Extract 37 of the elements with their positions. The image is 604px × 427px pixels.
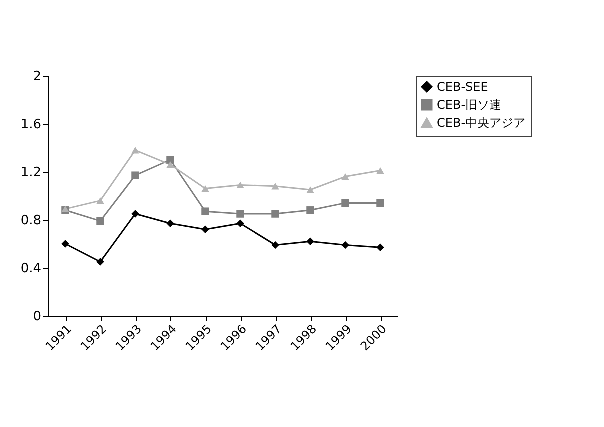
y-tick-label: 0.4: [20, 262, 42, 276]
point: [202, 185, 210, 192]
point: [166, 161, 174, 168]
point: [166, 220, 174, 228]
point: [342, 241, 350, 250]
point: [236, 182, 244, 189]
point: [62, 240, 70, 248]
y-tick-label: 0: [33, 310, 42, 324]
point: [342, 199, 350, 208]
point: [376, 199, 384, 208]
point: [202, 208, 210, 216]
y-tick-label: 0.8: [20, 214, 42, 228]
point: [132, 210, 140, 218]
point: [132, 172, 140, 180]
point: [342, 173, 350, 180]
point: [376, 167, 384, 174]
point: [166, 156, 174, 164]
legend-label: CEB-SEE: [437, 80, 488, 94]
point: [272, 210, 280, 218]
point: [272, 241, 280, 250]
point: [306, 206, 314, 214]
point: [132, 147, 140, 154]
point: [236, 210, 244, 218]
point: [202, 226, 210, 234]
point: [96, 197, 104, 204]
point: [96, 258, 104, 266]
point: [272, 183, 280, 190]
point: [96, 217, 104, 226]
point: [306, 238, 314, 246]
point: [306, 186, 314, 194]
y-tick-label: 2: [33, 70, 42, 84]
legend-label: CEB-中央アジア: [437, 116, 526, 130]
y-tick-label: 1.6: [20, 118, 42, 132]
legend-label: CEB-旧ソ連: [437, 98, 502, 112]
point: [376, 244, 384, 252]
y-tick-label: 1.2: [20, 166, 42, 180]
point: [236, 220, 244, 228]
